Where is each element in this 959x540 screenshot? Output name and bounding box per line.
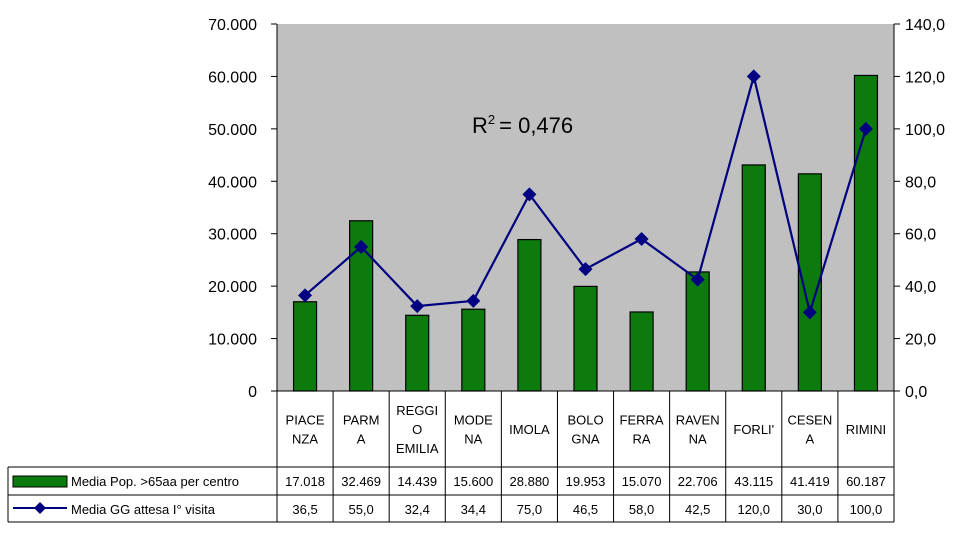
y2-tick-label: 20,0 bbox=[905, 332, 936, 349]
legend-label: Media GG attesa I° visita bbox=[71, 502, 216, 517]
data-label: 32,4 bbox=[405, 502, 430, 517]
y2-tick-label: 80,0 bbox=[905, 174, 936, 191]
data-label: 15.600 bbox=[453, 474, 493, 489]
bar bbox=[685, 271, 710, 392]
legend-bar-key bbox=[12, 475, 68, 488]
line-point bbox=[802, 305, 817, 320]
category-label: RA bbox=[633, 432, 651, 447]
line-point bbox=[690, 272, 705, 287]
category-label: NZA bbox=[292, 432, 318, 447]
data-label: 100,0 bbox=[850, 502, 883, 517]
line-point bbox=[522, 187, 537, 202]
y2-tick-label: 0,0 bbox=[905, 384, 927, 401]
data-label: 41.419 bbox=[790, 474, 830, 489]
category-label: O bbox=[412, 422, 422, 437]
y-tick-label: 50.000 bbox=[208, 122, 257, 139]
category-label: REGGI bbox=[396, 403, 438, 418]
category-label: IMOLA bbox=[509, 422, 550, 437]
category-label: EMILIA bbox=[396, 441, 439, 456]
category-label: A bbox=[806, 432, 815, 447]
data-label: 120,0 bbox=[737, 502, 770, 517]
data-label: 36,5 bbox=[292, 502, 317, 517]
category-label: NA bbox=[689, 432, 707, 447]
line-point bbox=[466, 293, 481, 308]
y-tick-label: 0 bbox=[248, 384, 257, 401]
category-label: FERRA bbox=[620, 413, 664, 428]
bar bbox=[573, 285, 598, 392]
y-tick-label: 70.000 bbox=[208, 17, 257, 34]
category-label: RIMINI bbox=[846, 422, 886, 437]
data-label: 14.439 bbox=[397, 474, 437, 489]
category-label: NA bbox=[464, 432, 482, 447]
data-label: 32.469 bbox=[341, 474, 381, 489]
category-label: CESEN bbox=[787, 413, 832, 428]
line-point bbox=[858, 121, 873, 136]
line-point bbox=[298, 288, 313, 303]
legend-marker bbox=[34, 502, 46, 514]
data-label: 42,5 bbox=[685, 502, 710, 517]
data-label: 15.070 bbox=[622, 474, 662, 489]
bar bbox=[629, 311, 654, 392]
data-label: 22.706 bbox=[678, 474, 718, 489]
category-label: A bbox=[357, 432, 366, 447]
category-label: MODE bbox=[454, 413, 493, 428]
data-label: 58,0 bbox=[629, 502, 654, 517]
y2-tick-label: 120,0 bbox=[905, 69, 945, 86]
data-label: 55,0 bbox=[348, 502, 373, 517]
data-label: 75,0 bbox=[517, 502, 542, 517]
y2-tick-label: 40,0 bbox=[905, 279, 936, 296]
data-label: 17.018 bbox=[285, 474, 325, 489]
y-tick-label: 60.000 bbox=[208, 69, 257, 86]
line-point bbox=[354, 239, 369, 254]
data-label: 28.880 bbox=[510, 474, 550, 489]
category-label: PARM bbox=[343, 413, 380, 428]
bar bbox=[517, 238, 542, 392]
category-label: PIACE bbox=[286, 413, 325, 428]
data-label: 19.953 bbox=[566, 474, 606, 489]
line-point bbox=[634, 231, 649, 246]
category-label: RAVEN bbox=[676, 413, 720, 428]
line-point bbox=[578, 262, 593, 277]
data-label: 43.115 bbox=[734, 474, 773, 489]
data-label: 46,5 bbox=[573, 502, 598, 517]
bar bbox=[461, 308, 486, 392]
y2-tick-label: 60,0 bbox=[905, 227, 936, 244]
data-label: 30,0 bbox=[797, 502, 822, 517]
legend-label: Media Pop. >65aa per centro bbox=[71, 474, 239, 489]
y2-tick-label: 100,0 bbox=[905, 122, 945, 139]
r-squared-annotation: R2 = 0,476 bbox=[472, 112, 573, 138]
line-point bbox=[410, 299, 425, 314]
bar bbox=[292, 301, 318, 392]
data-label: 34,4 bbox=[461, 502, 486, 517]
bar bbox=[405, 314, 430, 392]
bar bbox=[741, 164, 766, 392]
line-point bbox=[746, 69, 761, 84]
y-tick-label: 30.000 bbox=[208, 227, 257, 244]
y-tick-label: 10.000 bbox=[208, 332, 257, 349]
category-label: FORLI' bbox=[733, 422, 774, 437]
y-tick-label: 40.000 bbox=[208, 174, 257, 191]
category-label: GNA bbox=[571, 432, 600, 447]
y-tick-label: 20.000 bbox=[208, 279, 257, 296]
y2-tick-label: 140,0 bbox=[905, 17, 945, 34]
data-label: 60.187 bbox=[846, 474, 886, 489]
category-label: BOLO bbox=[567, 413, 603, 428]
